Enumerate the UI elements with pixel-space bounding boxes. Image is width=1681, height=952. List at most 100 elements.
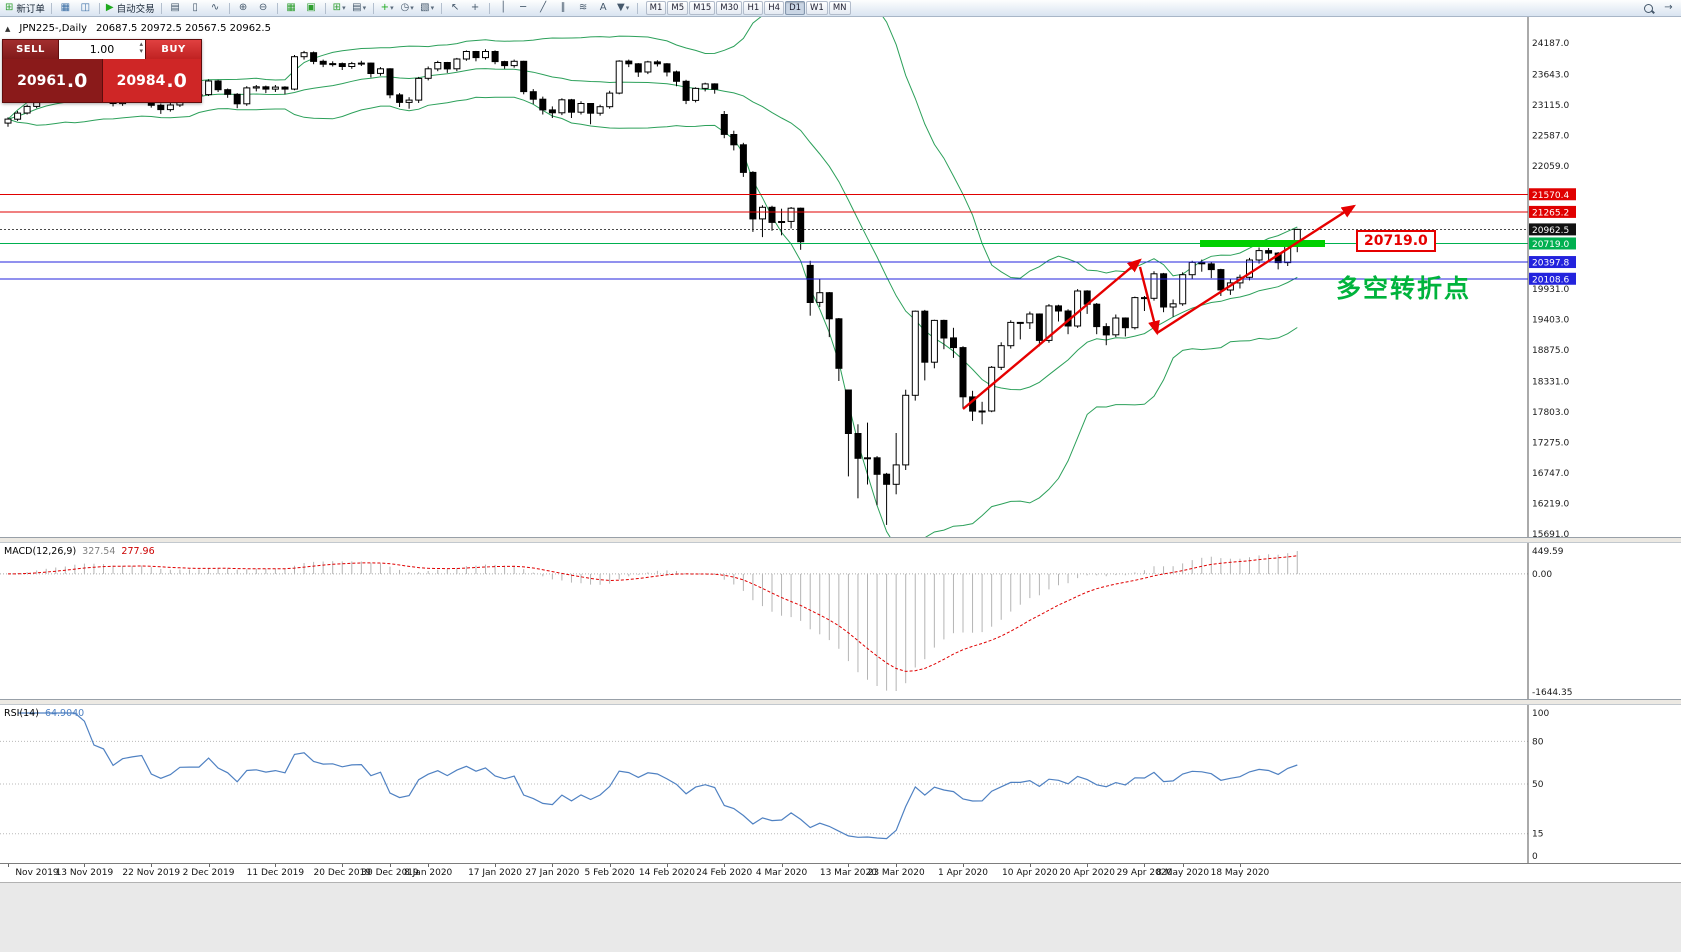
auto-trading-button[interactable]: ▶ 自动交易 [104, 2, 157, 15]
lot-decrease-button[interactable]: ▾ [139, 47, 143, 55]
macd-canvas[interactable]: 449.59 0.00 -1644.35 [0, 543, 1681, 699]
buy-price-button[interactable]: 20984.0 [102, 59, 201, 102]
text-tool-icon: A [599, 2, 607, 13]
candle [797, 207, 805, 243]
vertical-line-button[interactable]: │ [494, 2, 513, 15]
timeframe-h1-button[interactable]: H1 [743, 1, 764, 15]
indicators-button[interactable]: + ▾ [378, 2, 397, 15]
search-button[interactable] [1639, 2, 1658, 15]
candle [1255, 250, 1263, 261]
timeframe-m15-button[interactable]: M15 [689, 1, 716, 15]
fibonacci-button[interactable]: ≋ [574, 2, 593, 15]
rsi-canvas[interactable]: 80 50 15 100 0 [0, 705, 1681, 863]
auto-arrange-button[interactable]: ▣ [302, 2, 321, 15]
candle [911, 310, 919, 396]
candle [615, 60, 623, 94]
candlestick-chart-button[interactable]: ▯ [186, 2, 205, 15]
candle [396, 94, 404, 103]
panel-splitter[interactable] [0, 699, 1681, 705]
periods-button[interactable]: ◷ ▾ [398, 2, 417, 15]
line-chart-button[interactable]: ∿ [206, 2, 225, 15]
zoom-out-icon: ⊖ [258, 2, 268, 13]
price-tick-label: 23115.0 [1532, 101, 1569, 111]
vertical-line-icon: │ [500, 2, 507, 13]
candle [166, 104, 174, 111]
timeframe-mn-button[interactable]: MN [828, 1, 851, 15]
candle [1026, 313, 1034, 324]
candle [157, 104, 165, 111]
candle [453, 58, 461, 70]
candle [625, 60, 633, 65]
dropdown-arrow-icon: ▾ [625, 4, 630, 12]
date-label: 20 Dec 2019 [313, 868, 372, 878]
new-chart-icon: ⊞ [332, 2, 342, 13]
price-chart-panel[interactable]: 21570.4 21265.2 20962.5 20719.0 20397.8 20108… [0, 17, 1681, 537]
lot-size-field[interactable]: 1.00 ▴ ▾ [58, 40, 146, 59]
rsi-value: 64.9040 [44, 708, 85, 719]
sell-button[interactable]: SELL [3, 40, 58, 59]
horizontal-line-button[interactable]: ─ [514, 2, 533, 15]
date-tick [963, 864, 964, 867]
price-tick-label: 17803.0 [1532, 408, 1569, 418]
crosshair-button[interactable]: + [466, 2, 485, 15]
candle [443, 62, 451, 70]
chart-window-button[interactable]: ◫ [76, 2, 95, 15]
price-tick-label: 16219.0 [1532, 500, 1569, 510]
candle [978, 410, 986, 413]
timeframe-m5-button[interactable]: M5 [667, 1, 689, 15]
timeframe-d1-button[interactable]: D1 [785, 1, 806, 15]
turning-point-annotation: 多空转折点 [1336, 274, 1472, 303]
channel-button[interactable]: ∥ [554, 2, 573, 15]
templates-button[interactable]: ▧ ▾ [418, 2, 437, 15]
new-chart-button[interactable]: ⊞ ▾ [330, 2, 349, 15]
zoom-out-button[interactable]: ⊖ [254, 2, 273, 15]
sell-price-button[interactable]: 20961.0 [3, 59, 103, 102]
collapse-trade-panel-arrow[interactable]: ▲ [5, 24, 11, 33]
timeframe-m30-button[interactable]: M30 [716, 1, 743, 15]
toolbar-separator [228, 2, 230, 14]
candle [883, 473, 891, 485]
date-label: 13 Nov 2019 [55, 868, 114, 878]
timeframe-m1-button[interactable]: M1 [645, 1, 667, 15]
buy-price-decimal: .0 [166, 69, 187, 92]
tile-windows-button[interactable]: ▦ [282, 2, 301, 15]
new-order-icon: ⊞ [5, 2, 14, 13]
candle [988, 366, 996, 412]
trendline-button[interactable]: ╱ [534, 2, 553, 15]
rsi-name: RSI(14) [4, 708, 39, 719]
cursor-button[interactable]: ↖ [446, 2, 465, 15]
quick-nav-icon: → [1664, 2, 1673, 13]
date-label: 10 Apr 2020 [1002, 868, 1058, 878]
rsi-panel[interactable]: 80 50 15 100 0 RSI(14) 64.9040 [0, 705, 1681, 863]
candle [319, 60, 327, 65]
panel-splitter[interactable] [0, 537, 1681, 543]
buy-button[interactable]: BUY [146, 40, 201, 59]
profiles-button[interactable]: ▤ ▾ [350, 2, 369, 15]
candle [673, 71, 680, 82]
candle [844, 389, 852, 434]
date-axis[interactable]: Nov 2019 13 Nov 2019 22 Nov 2019 2 Dec 2019… [0, 863, 1681, 882]
text-tool-button[interactable]: A [594, 2, 613, 15]
candle [902, 394, 910, 466]
candle [1188, 261, 1196, 276]
date-tick [8, 864, 9, 867]
arrows-tool-button[interactable]: ▼ ▾ [614, 2, 633, 15]
date-tick [609, 864, 611, 867]
timeframe-w1-button[interactable]: W1 [806, 1, 828, 15]
quick-nav-button[interactable]: → [1659, 2, 1678, 15]
date-tick [1182, 864, 1184, 867]
bar-chart-button[interactable]: ▤ [166, 2, 185, 15]
macd-panel[interactable]: 449.59 0.00 -1644.35 MACD(12,26,9) 327.54 … [0, 543, 1681, 699]
macd-axis-max: 449.59 [1532, 547, 1564, 557]
candle [1217, 269, 1225, 291]
charts-grid-button[interactable]: ▦ [56, 2, 75, 15]
auto-arrange-icon: ▣ [306, 2, 316, 13]
candle [892, 464, 900, 485]
date-label: 1 Apr 2020 [938, 868, 988, 878]
timeframe-h4-button[interactable]: H4 [764, 1, 785, 15]
candle [778, 221, 786, 223]
zoom-in-button[interactable]: ⊕ [234, 2, 253, 15]
lot-increase-button[interactable]: ▴ [139, 40, 143, 48]
candle [644, 61, 652, 73]
new-order-button[interactable]: ⊞ 新订单 [3, 2, 47, 15]
